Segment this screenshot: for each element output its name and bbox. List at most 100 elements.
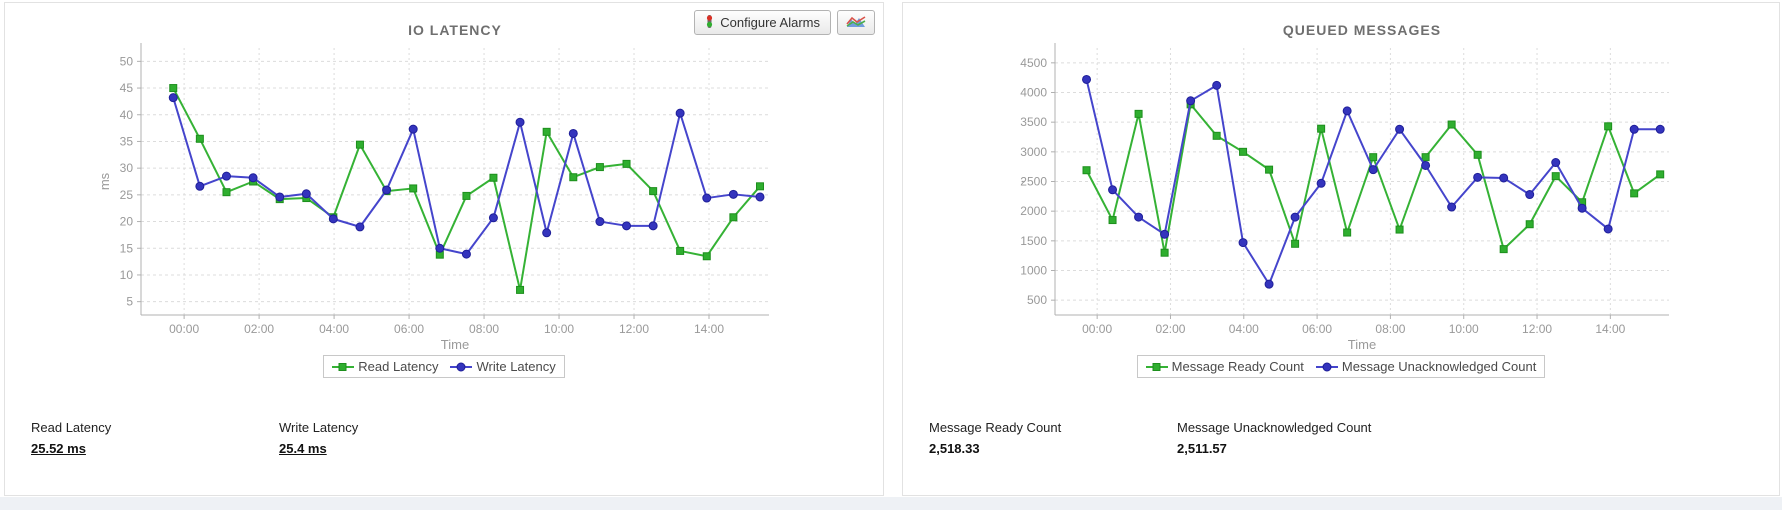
read-latency-point[interactable] xyxy=(676,246,685,255)
message-unacknowledged-count-point[interactable] xyxy=(1264,279,1274,289)
message-ready-count-point[interactable] xyxy=(1604,122,1613,131)
message-ready-count-point[interactable] xyxy=(1317,124,1326,133)
message-ready-count-point[interactable] xyxy=(1421,153,1430,162)
read-latency-point[interactable] xyxy=(222,188,231,197)
read-latency-point[interactable] xyxy=(355,140,364,149)
write-latency-point[interactable] xyxy=(435,243,445,253)
message-unacknowledged-count-point[interactable] xyxy=(1447,202,1457,212)
write-latency-point[interactable] xyxy=(328,214,338,224)
write-latency-point[interactable] xyxy=(595,217,605,227)
x-tick-label: 12:00 xyxy=(619,322,649,336)
message-ready-count-point[interactable] xyxy=(1369,153,1378,162)
message-ready-count-point[interactable] xyxy=(1656,170,1665,179)
legend-item-message-unacknowledged-count[interactable]: Message Unacknowledged Count xyxy=(1315,359,1536,374)
write-latency-point[interactable] xyxy=(461,249,471,259)
x-tick-label: 08:00 xyxy=(469,322,499,336)
read-latency-point[interactable] xyxy=(622,159,631,168)
message-unacknowledged-count-point[interactable] xyxy=(1342,106,1352,116)
message-unacknowledged-count-point[interactable] xyxy=(1134,212,1144,222)
message-ready-count-point[interactable] xyxy=(1447,120,1456,129)
circle-marker-icon xyxy=(450,362,473,371)
read-latency-point[interactable] xyxy=(756,182,765,191)
message-unacknowledged-count-point[interactable] xyxy=(1395,124,1405,134)
message-unacknowledged-count-point[interactable] xyxy=(1603,224,1613,234)
message-ready-count-point[interactable] xyxy=(1134,109,1143,118)
write-latency-point[interactable] xyxy=(542,228,552,238)
message-ready-count-point[interactable] xyxy=(1265,165,1274,174)
x-tick-label: 06:00 xyxy=(1302,322,1332,336)
configure-alarms-button[interactable]: Configure Alarms xyxy=(694,10,831,35)
message-ready-count-point[interactable] xyxy=(1212,131,1221,140)
legend-item-read-latency[interactable]: Read Latency xyxy=(332,359,438,374)
square-marker-icon xyxy=(332,362,355,371)
write-latency-point[interactable] xyxy=(488,213,498,223)
legend-label: Message Ready Count xyxy=(1171,359,1304,374)
write-latency-point[interactable] xyxy=(248,173,258,183)
message-ready-count-point[interactable] xyxy=(1343,228,1352,237)
read-latency-point[interactable] xyxy=(195,134,204,143)
message-ready-count-point[interactable] xyxy=(1499,245,1508,254)
read-latency-point[interactable] xyxy=(569,173,578,182)
message-ready-count-point[interactable] xyxy=(1395,225,1404,234)
message-unacknowledged-count-point[interactable] xyxy=(1316,178,1326,188)
read-latency-point[interactable] xyxy=(595,163,604,172)
write-latency-point[interactable] xyxy=(675,108,685,118)
message-ready-count-point[interactable] xyxy=(1082,166,1091,175)
legend-item-message-ready-count[interactable]: Message Ready Count xyxy=(1145,359,1304,374)
y-tick-label: 45 xyxy=(120,81,134,95)
read-latency-point[interactable] xyxy=(702,252,711,261)
message-unacknowledged-count-point[interactable] xyxy=(1551,158,1561,168)
read-latency-point[interactable] xyxy=(169,84,178,93)
message-unacknowledged-count-point[interactable] xyxy=(1655,124,1665,134)
message-unacknowledged-count-point[interactable] xyxy=(1108,185,1118,195)
write-latency-point[interactable] xyxy=(648,221,658,231)
write-latency-point[interactable] xyxy=(568,128,578,138)
message-unacknowledged-count-point[interactable] xyxy=(1290,212,1300,222)
write-latency-point[interactable] xyxy=(755,192,765,202)
stat-value: 2,518.33 xyxy=(929,441,980,456)
message-unacknowledged-count-point[interactable] xyxy=(1160,229,1170,239)
message-ready-count-point[interactable] xyxy=(1160,248,1169,257)
read-latency-point[interactable] xyxy=(489,173,498,182)
message-unacknowledged-count-point[interactable] xyxy=(1082,74,1092,84)
message-unacknowledged-count-point[interactable] xyxy=(1421,160,1431,170)
write-latency-point[interactable] xyxy=(301,189,311,199)
message-unacknowledged-count-point[interactable] xyxy=(1186,96,1196,106)
message-unacknowledged-count-point[interactable] xyxy=(1577,203,1587,213)
read-latency-point[interactable] xyxy=(516,285,525,294)
message-unacknowledged-count-point[interactable] xyxy=(1473,172,1483,182)
message-unacknowledged-count-point[interactable] xyxy=(1629,124,1639,134)
read-latency-point[interactable] xyxy=(649,187,658,196)
read-latency-point[interactable] xyxy=(409,184,418,193)
write-latency-point[interactable] xyxy=(221,171,231,181)
write-latency-point[interactable] xyxy=(702,193,712,203)
message-ready-count-point[interactable] xyxy=(1108,216,1117,225)
message-unacknowledged-count-point[interactable] xyxy=(1525,190,1535,200)
message-ready-count-point[interactable] xyxy=(1291,239,1300,248)
stat-value[interactable]: 25.52 ms xyxy=(31,441,86,456)
write-latency-point[interactable] xyxy=(408,124,418,134)
write-latency-point[interactable] xyxy=(728,189,738,199)
write-latency-point[interactable] xyxy=(382,185,392,195)
message-ready-count-point[interactable] xyxy=(1239,147,1248,156)
legend-item-write-latency[interactable]: Write Latency xyxy=(450,359,556,374)
chart-settings-button[interactable] xyxy=(837,10,875,35)
write-latency-point[interactable] xyxy=(275,192,285,202)
write-latency-point[interactable] xyxy=(355,222,365,232)
message-ready-count-point[interactable] xyxy=(1525,220,1534,229)
message-unacknowledged-count-point[interactable] xyxy=(1238,238,1248,248)
message-unacknowledged-count-point[interactable] xyxy=(1212,80,1222,90)
message-ready-count-point[interactable] xyxy=(1630,189,1639,198)
message-unacknowledged-count-point[interactable] xyxy=(1368,165,1378,175)
read-latency-point[interactable] xyxy=(462,191,471,200)
read-latency-point[interactable] xyxy=(729,213,738,222)
write-latency-point[interactable] xyxy=(168,93,178,103)
write-latency-point[interactable] xyxy=(195,181,205,191)
message-unacknowledged-count-point[interactable] xyxy=(1499,173,1509,183)
write-latency-point[interactable] xyxy=(515,117,525,127)
write-latency-point[interactable] xyxy=(622,221,632,231)
stat-value[interactable]: 25.4 ms xyxy=(279,441,327,456)
message-ready-count-point[interactable] xyxy=(1551,172,1560,181)
read-latency-point[interactable] xyxy=(542,127,551,136)
message-ready-count-point[interactable] xyxy=(1473,150,1482,159)
